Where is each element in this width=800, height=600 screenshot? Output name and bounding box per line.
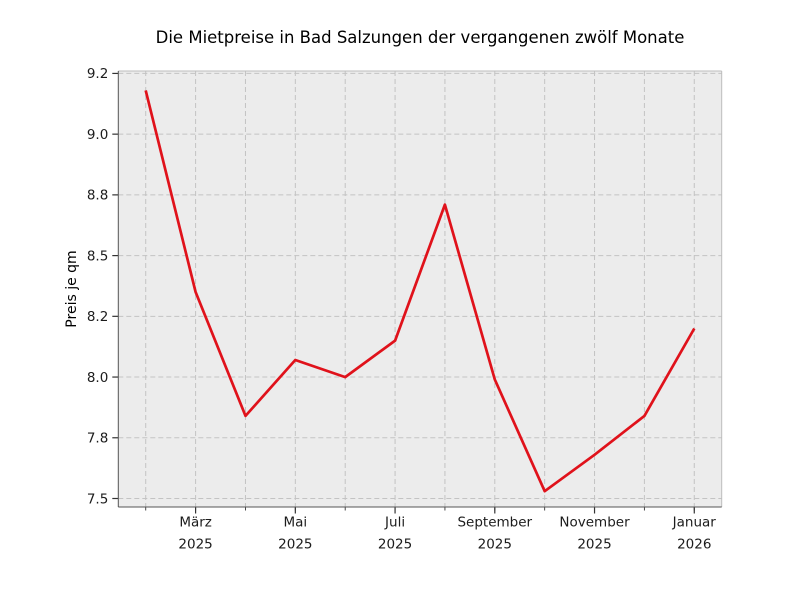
y-tick-label: 8.0 <box>87 370 108 386</box>
x-tick-label-month: Januar <box>672 515 717 531</box>
x-tick-label-year: 2025 <box>378 537 412 553</box>
y-tick-label: 8.8 <box>87 188 108 204</box>
y-tick-label: 9.2 <box>87 66 108 82</box>
x-tick-label-year: 2025 <box>178 537 212 553</box>
chart-title: Die Mietpreise in Bad Salzungen der verg… <box>155 28 685 47</box>
x-tick-label-year: 2026 <box>677 537 711 553</box>
y-tick-label: 7.8 <box>87 431 108 447</box>
data-line <box>144 90 696 493</box>
plot-background <box>118 71 722 507</box>
x-tick-label-month: September <box>457 515 532 531</box>
y-tick-label: 9.0 <box>87 127 108 143</box>
y-tick-label: 8.2 <box>87 309 108 325</box>
x-tick-label-month: Juli <box>384 515 405 531</box>
x-tick-label-year: 2025 <box>577 537 611 553</box>
x-tick-label-year: 2025 <box>478 537 512 553</box>
y-tick-label: 8.5 <box>87 248 108 264</box>
x-tick-label-month: Mai <box>283 515 307 531</box>
x-tick-label-year: 2025 <box>278 537 312 553</box>
y-tick-label: 7.5 <box>87 491 108 507</box>
x-tick-label-month: November <box>559 515 630 531</box>
x-tick-label-month: März <box>179 515 212 531</box>
